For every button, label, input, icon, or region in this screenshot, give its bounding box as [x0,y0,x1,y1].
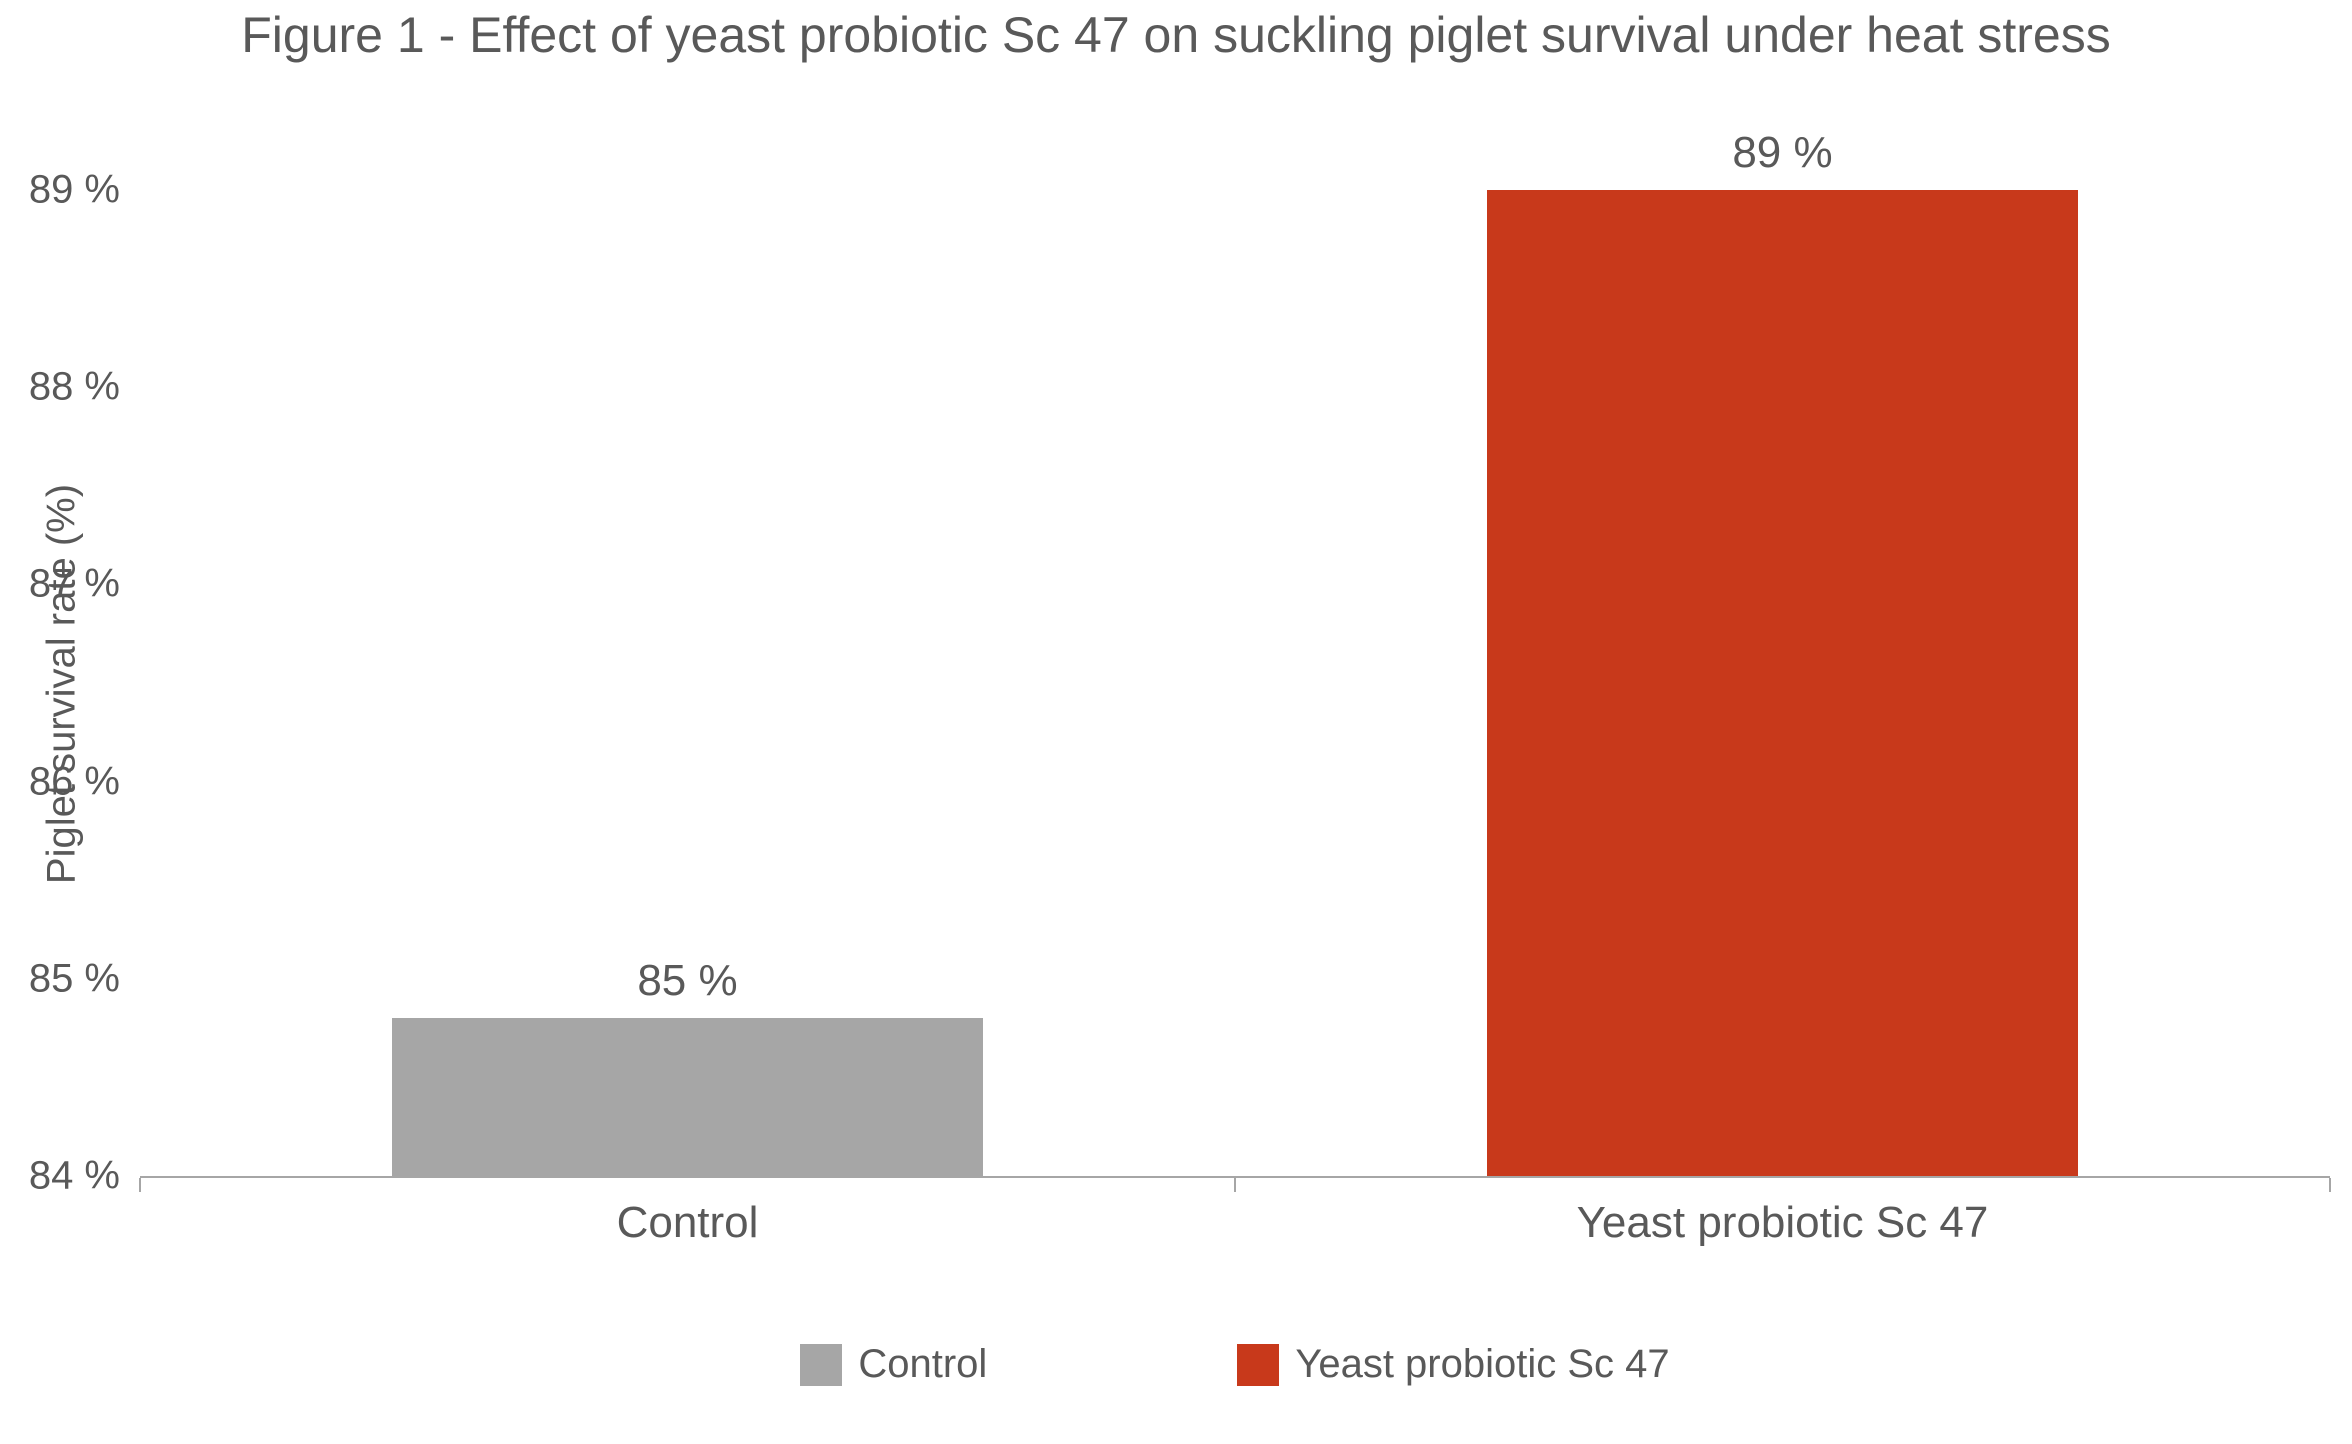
legend-item: Control [800,1342,987,1387]
y-tick-label: 89 % [29,168,140,213]
legend-swatch [1237,1344,1279,1386]
chart-legend: Control Yeast probiotic Sc 47 [140,1342,2330,1387]
x-axis-labels: ControlYeast probiotic Sc 47 [140,1180,2330,1248]
plot-region: Piglet survival rate (%) 85 %89 % 89 %88… [140,190,2330,1178]
x-axis-label: Control [140,1180,1235,1248]
y-tick-label: 85 % [29,956,140,1001]
x-axis-label: Yeast probiotic Sc 47 [1235,1180,2330,1248]
bar-value-label: 89 % [1732,128,1832,190]
y-tick-label: 86 % [29,759,140,804]
bar-value-label: 85 % [637,956,737,1018]
bar-slot: 85 % [140,190,1235,1176]
legend-label: Yeast probiotic Sc 47 [1295,1342,1669,1387]
chart-title: Figure 1 - Effect of yeast probiotic Sc … [0,0,2352,67]
bar: 89 % [1487,190,2078,1176]
legend-swatch [800,1344,842,1386]
bars-layer: 85 % 89 % [140,190,2330,1176]
bar: 85 % [392,1018,983,1176]
legend-item: Yeast probiotic Sc 47 [1237,1342,1669,1387]
y-tick-label: 87 % [29,562,140,607]
bar-slot: 89 % [1235,190,2330,1176]
legend-label: Control [858,1342,987,1387]
bar-chart: Figure 1 - Effect of yeast probiotic Sc … [0,0,2352,1444]
y-tick-label: 88 % [29,365,140,410]
plot-area: 85 %89 % 89 %88 %87 %86 %85 %84 % [140,190,2330,1178]
y-tick-label: 84 % [29,1154,140,1199]
y-axis-label: Piglet survival rate (%) [40,484,85,884]
